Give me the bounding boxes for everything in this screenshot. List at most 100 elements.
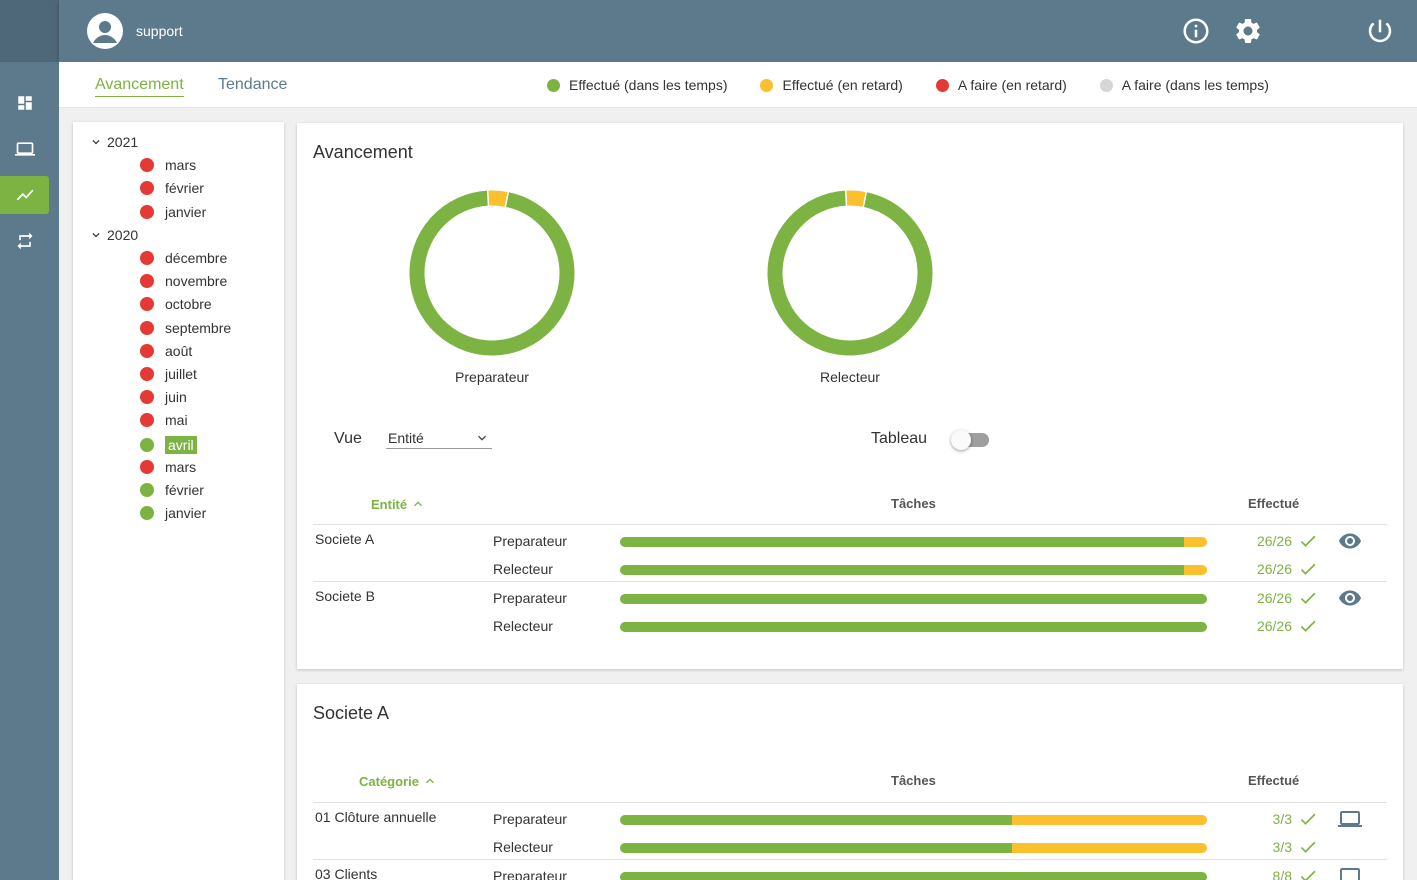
tabs-bar: Avancement Tendance Effectué (dans les t… [59, 62, 1417, 108]
done-count: 3/3 [1273, 837, 1318, 857]
entity-column-header[interactable]: Entité [371, 496, 426, 512]
account-icon [93, 21, 117, 43]
done-count-value: 26/26 [1256, 590, 1292, 606]
laptop-icon [1340, 868, 1360, 880]
status-dot [140, 459, 154, 474]
row-divider [313, 859, 1387, 860]
check-icon [1300, 563, 1316, 575]
progress-bar [620, 815, 1207, 825]
progress-segment-late [1183, 537, 1207, 547]
tree-month[interactable]: mars [140, 459, 196, 475]
category-column-header[interactable]: Catégorie [359, 773, 438, 789]
check-icon [1300, 870, 1316, 880]
status-dot [140, 181, 154, 196]
sidebar-item-repeat[interactable] [0, 222, 49, 260]
tree-month-label: mai [165, 412, 188, 429]
info-button[interactable] [1181, 16, 1211, 46]
progress-segment-late [1183, 565, 1207, 575]
donut-label: Preparateur [455, 369, 529, 385]
tree-year[interactable]: 2020 [89, 227, 138, 243]
tree-month[interactable]: janvier [140, 204, 206, 220]
tree-month-label: janvier [165, 505, 207, 522]
done-count: 26/26 [1257, 616, 1318, 636]
sidebar-item-dashboard[interactable] [0, 84, 49, 122]
tree-month[interactable]: octobre [140, 296, 212, 312]
category-header-label: Catégorie [359, 773, 419, 789]
done-column-header: Effectué [1248, 496, 1300, 511]
row-divider [313, 581, 1387, 582]
tree-month[interactable]: mai [140, 412, 188, 428]
sidebar-logo-area [0, 0, 59, 62]
tree-year-label: 2021 [107, 134, 139, 150]
legend-label: A faire (dans les temps) [1121, 77, 1269, 93]
sidebar-item-trend[interactable] [0, 176, 49, 214]
status-dot [140, 437, 154, 452]
tree-month[interactable]: février [140, 180, 204, 196]
eye-icon [1339, 590, 1361, 606]
tree-month-label: février [165, 482, 204, 498]
tasks-column-header: Tâches [891, 496, 936, 511]
tree-month-label: décembre [165, 250, 228, 266]
progress-segment-late [1011, 843, 1207, 853]
tree-month-label: juillet [165, 366, 197, 382]
tree-month-label: mars [165, 458, 197, 475]
progress-segment-ontime [620, 622, 1207, 632]
row-name: 01 Clôture annuelle [315, 809, 437, 825]
tree-month-label: septembre [165, 319, 232, 336]
settings-button[interactable] [1233, 16, 1263, 46]
tree-month[interactable]: avril [140, 435, 197, 454]
tree-month-label: octobre [165, 296, 212, 313]
role-label: Relecteur [493, 839, 553, 855]
tree-month-label: novembre [165, 273, 228, 290]
view-details-button[interactable] [1338, 529, 1362, 558]
donut-separator [504, 190, 510, 209]
tab-tendance[interactable]: Tendance [218, 76, 288, 93]
done-count-value: 3/3 [1272, 811, 1292, 827]
progress-segment-ontime [620, 843, 1012, 853]
tree-month[interactable]: juin [140, 389, 187, 405]
tree-month[interactable]: décembre [140, 250, 227, 266]
tableau-toggle[interactable] [951, 430, 989, 450]
tab-avancement[interactable]: Avancement [95, 76, 184, 97]
avatar[interactable] [87, 13, 123, 49]
status-dot [140, 367, 154, 381]
check-icon [1300, 620, 1316, 632]
tree-month[interactable]: août [140, 343, 192, 359]
tree-month[interactable]: novembre [140, 273, 227, 289]
status-dot [140, 158, 154, 173]
done-count: 26/26 [1257, 531, 1318, 551]
done-count-value: 26/26 [1256, 533, 1292, 549]
done-count: 8/8 [1273, 866, 1318, 880]
tree-month-label: juin [165, 389, 187, 406]
logout-button[interactable] [1365, 16, 1395, 46]
open-computer-button[interactable] [1338, 864, 1362, 880]
progress-segment-late [1011, 815, 1207, 825]
sidebar [0, 0, 59, 880]
done-count: 26/26 [1257, 559, 1318, 579]
role-label: Relecteur [493, 618, 553, 634]
status-dot [140, 204, 154, 219]
view-details-button[interactable] [1338, 586, 1362, 615]
tree-month[interactable]: septembre [140, 320, 231, 336]
vue-select[interactable]: Entité [386, 427, 492, 449]
laptop-icon [1338, 811, 1362, 827]
tree-month[interactable]: mars [140, 157, 196, 173]
open-computer-button[interactable] [1338, 807, 1362, 836]
status-legend: Effectué (dans les temps) Effectué (en r… [547, 77, 1302, 93]
tree-year[interactable]: 2021 [89, 134, 138, 150]
sort-asc-icon [425, 778, 434, 784]
role-label: Preparateur [493, 868, 567, 880]
progress-bar [620, 872, 1207, 880]
sort-asc-icon [414, 501, 423, 507]
progress-bar [620, 843, 1207, 853]
donut-separator [862, 190, 868, 209]
societe-card: Societe A Catégorie Tâches Effectué 01 C… [297, 684, 1403, 880]
tree-month[interactable]: janvier [140, 505, 206, 521]
tree-month[interactable]: juillet [140, 366, 197, 382]
sidebar-item-computer[interactable] [0, 130, 49, 168]
laptop-icon [14, 142, 35, 156]
check-icon [1300, 841, 1316, 853]
donut-label: Relecteur [820, 369, 880, 385]
legend-label: Effectué (en retard) [782, 77, 903, 93]
tree-month[interactable]: février [140, 482, 204, 498]
